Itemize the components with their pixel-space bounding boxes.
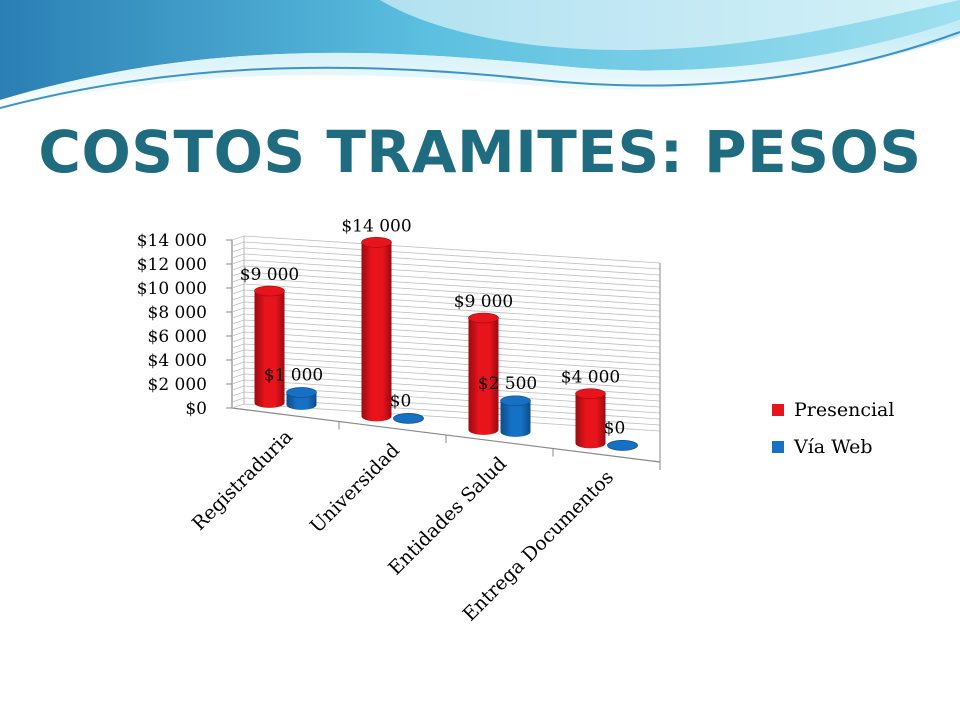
legend-swatch [772,441,784,453]
bar-via-web [286,387,317,410]
legend-label: Vía Web [793,436,873,458]
data-label-via-web: $2 500 [478,374,537,394]
cylinder-body [468,318,499,435]
gridline [231,313,661,342]
bar-presencial [575,388,606,449]
data-label-presencial: $9 000 [454,292,513,312]
data-label-via-web: $1 000 [264,365,323,385]
gridline [231,307,661,336]
gridline [231,331,661,360]
gridline [231,289,661,318]
cylinder-top [500,395,531,407]
y-tick-label: $8 000 [148,303,207,323]
slide-title: COSTOS TRAMITES: PESOS [38,118,922,186]
cylinder-body [575,393,606,449]
cylinder-disc [607,439,638,451]
x-category-label: Registraduria [188,426,297,535]
data-label-via-web: $0 [390,391,412,411]
data-labels: $9 000 $1 000 $14 000 $0 $9 000 $2 500 $4 000 $… [240,216,626,438]
cylinder-top [254,285,285,297]
gridline [231,301,661,330]
y-tick-label: $2 000 [148,375,207,395]
x-category-label: Entidades Salud [384,453,511,580]
bar-via-web [393,412,424,424]
cylinder-top [361,237,392,248]
data-label-presencial: $9 000 [240,265,299,285]
y-tick-label: $6 000 [148,327,207,347]
cylinder-top [575,388,606,399]
gridline [231,325,661,354]
y-tick-label: $0 [185,399,207,419]
bar-via-web [500,395,531,437]
gridline [231,319,661,348]
y-axis-ticks: $0 $2 000 $4 000 $6 000 $8 000 $10 000 $12 000… [137,231,232,419]
bar-presencial [361,237,392,422]
x-category-label: Universidad [306,439,404,537]
cylinder-disc [393,412,424,424]
gridline [231,235,661,264]
cylinder-body [500,400,531,437]
legend-label: Presencial [794,399,894,421]
cylinder-top [468,312,499,324]
legend-swatch [772,404,784,416]
gridline [231,283,661,312]
cylinder-body [254,291,285,408]
data-label-presencial: $4 000 [561,368,620,388]
data-label-via-web: $0 [604,418,626,438]
data-label-presencial: $14 000 [341,216,411,236]
bar-presencial [468,312,499,435]
gridline [231,337,661,366]
chart-legend: Presencial Vía Web [772,399,894,458]
y-tick-label: $4 000 [148,351,207,371]
gridline [231,295,661,324]
y-tick-label: $14 000 [137,231,207,251]
cylinder-top [286,387,317,398]
bar-presencial [254,285,285,408]
bar-via-web [607,439,638,451]
y-tick-label: $10 000 [137,279,207,299]
chart-bars [254,237,638,451]
y-tick-label: $12 000 [137,255,207,275]
cylinder-body [361,242,392,422]
